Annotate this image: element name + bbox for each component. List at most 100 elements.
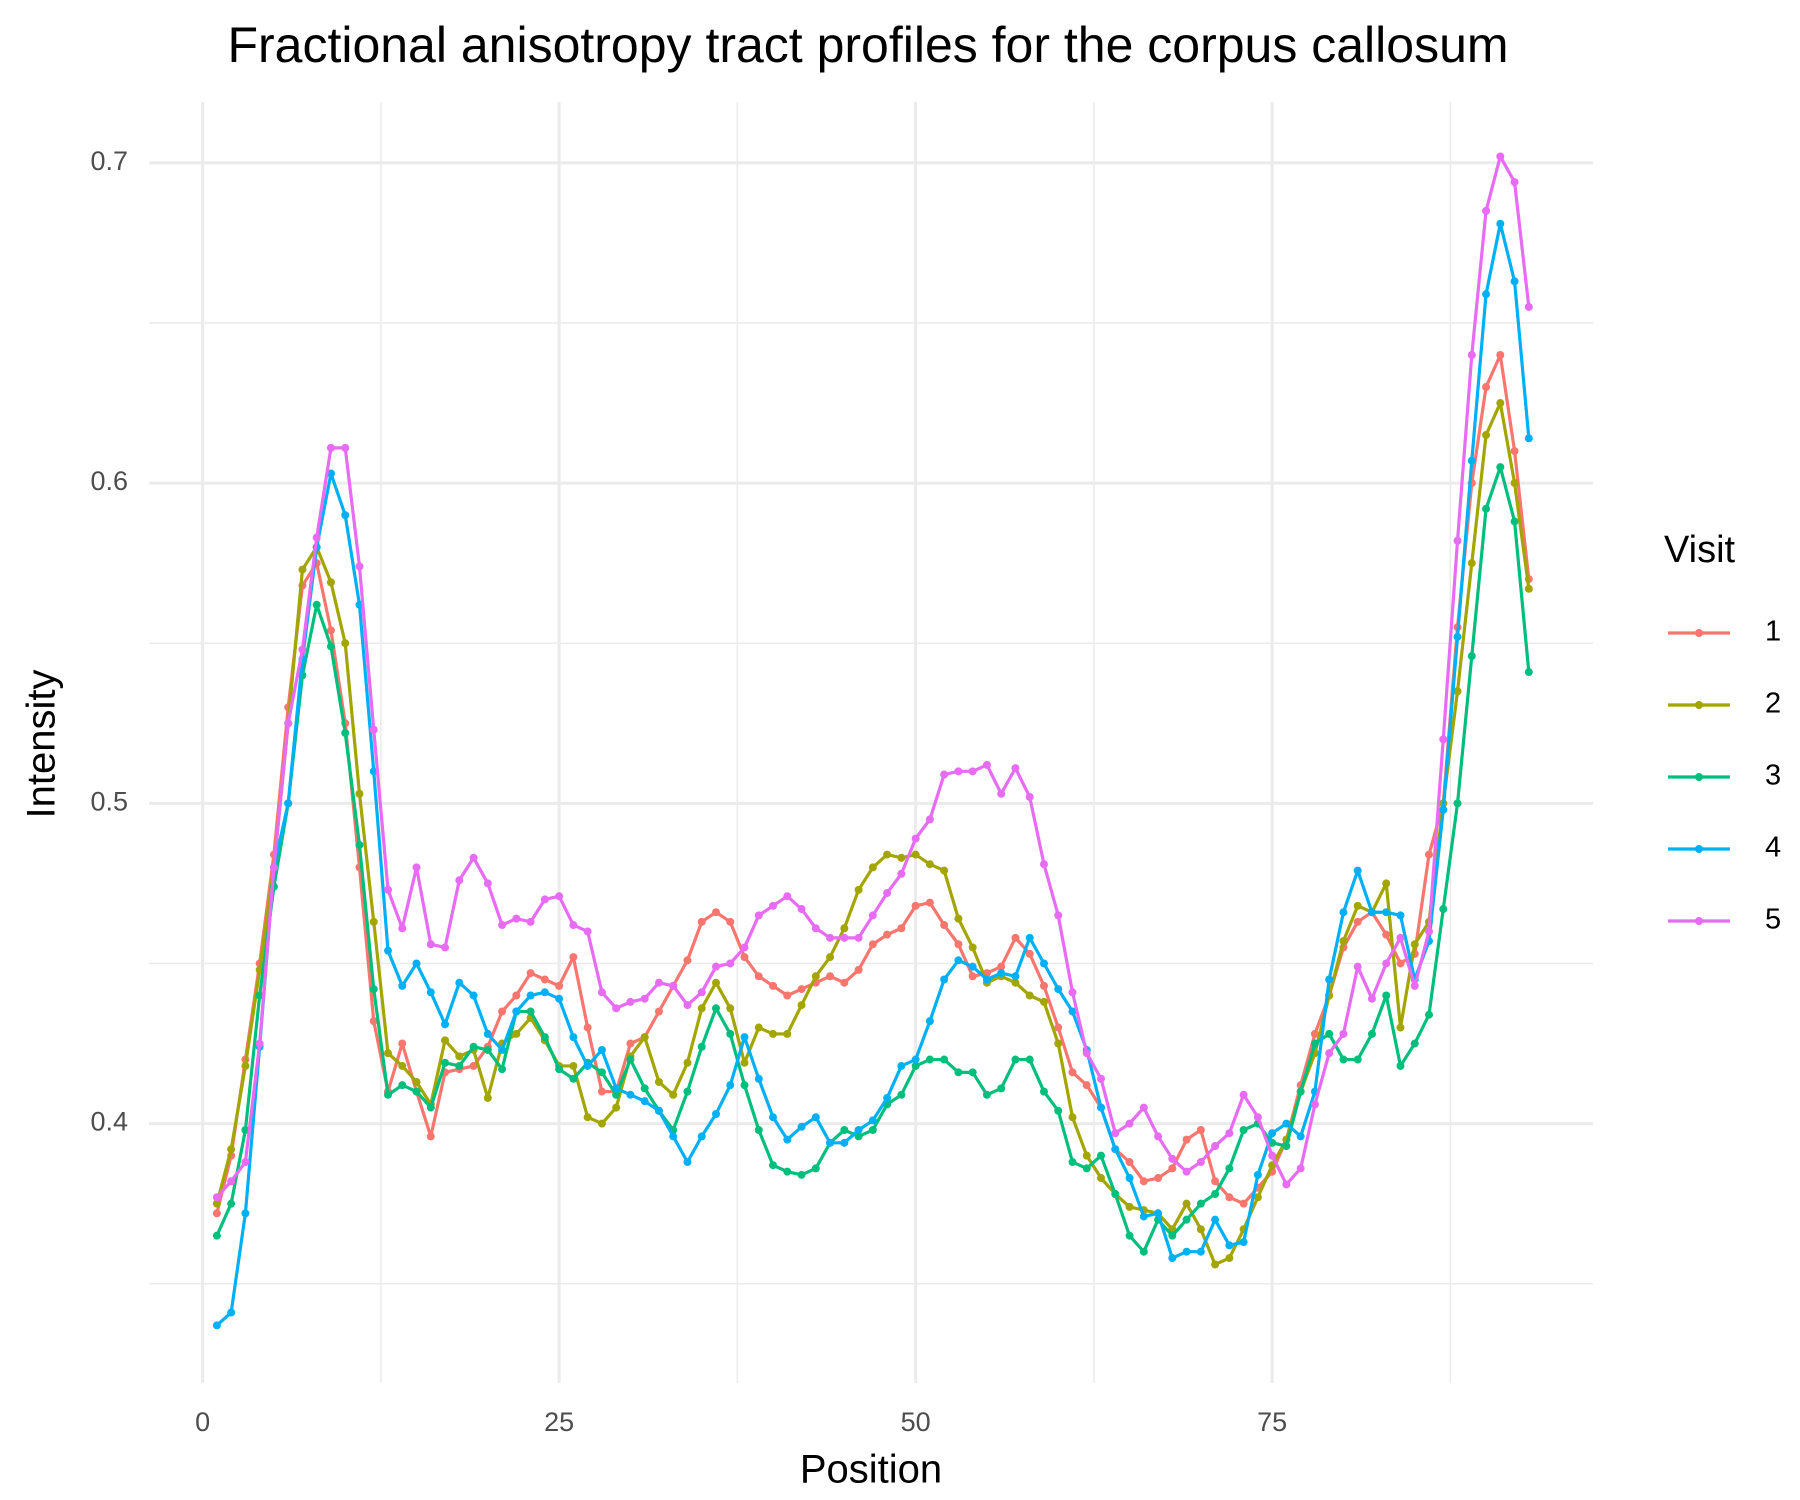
data-point	[1496, 463, 1505, 472]
data-point	[925, 860, 934, 869]
data-point	[811, 1113, 820, 1122]
data-point	[754, 1126, 763, 1135]
data-point	[954, 767, 963, 776]
data-point	[1524, 584, 1533, 593]
data-point	[1382, 991, 1391, 1000]
data-point	[1139, 1212, 1148, 1221]
data-point	[911, 1055, 920, 1064]
data-point	[1196, 1225, 1205, 1234]
data-point	[341, 639, 350, 648]
data-point	[1496, 399, 1505, 408]
data-point	[968, 962, 977, 971]
data-point	[925, 1055, 934, 1064]
data-point	[826, 953, 835, 962]
data-point	[711, 1004, 720, 1013]
data-point	[854, 1126, 863, 1135]
data-point	[1253, 1170, 1262, 1179]
data-point	[1524, 434, 1533, 443]
data-point	[783, 1167, 792, 1176]
data-point	[1310, 1039, 1319, 1048]
data-point	[654, 1106, 663, 1115]
data-point	[1111, 1129, 1120, 1138]
data-point	[498, 921, 507, 930]
data-point	[783, 991, 792, 1000]
data-point	[1082, 1081, 1091, 1090]
data-point	[426, 1103, 435, 1112]
data-point	[811, 1164, 820, 1173]
data-point	[997, 969, 1006, 978]
data-point	[740, 943, 749, 952]
data-point	[683, 1158, 692, 1167]
data-point	[683, 1087, 692, 1096]
data-point	[711, 1109, 720, 1118]
data-point	[954, 914, 963, 923]
data-point	[540, 1033, 549, 1042]
data-point	[1367, 1029, 1376, 1038]
data-point	[940, 770, 949, 779]
data-point	[740, 953, 749, 962]
data-point	[883, 1093, 892, 1102]
data-point	[369, 985, 378, 994]
data-point	[954, 940, 963, 949]
data-point	[441, 1058, 450, 1067]
data-point	[697, 917, 706, 926]
data-point	[569, 921, 578, 930]
data-point	[612, 1090, 621, 1099]
data-point	[597, 1068, 606, 1077]
data-point	[797, 1170, 806, 1179]
data-point	[1268, 1129, 1277, 1138]
data-point	[1396, 911, 1405, 920]
data-point	[1154, 1174, 1163, 1183]
data-point	[683, 956, 692, 965]
data-point	[284, 719, 293, 728]
data-point	[612, 1103, 621, 1112]
data-point	[412, 1087, 421, 1096]
data-point	[1125, 1202, 1134, 1211]
data-point	[1082, 1049, 1091, 1058]
data-point	[441, 943, 450, 952]
data-point	[1239, 1199, 1248, 1208]
data-point	[1054, 1106, 1063, 1115]
data-point	[683, 1001, 692, 1010]
grid	[149, 102, 1593, 1383]
legend-label: 5	[1765, 904, 1781, 936]
data-point	[384, 885, 393, 894]
data-point	[1382, 908, 1391, 917]
data-point	[569, 953, 578, 962]
data-point	[312, 600, 321, 609]
data-point	[911, 850, 920, 859]
data-point	[469, 853, 478, 862]
series-line	[215, 222, 1531, 1327]
data-point	[740, 1033, 749, 1042]
data-point	[1310, 1029, 1319, 1038]
data-point	[1011, 933, 1020, 942]
data-point	[669, 1090, 678, 1099]
data-point	[654, 1007, 663, 1016]
data-point	[540, 975, 549, 984]
data-point	[1282, 1180, 1291, 1189]
data-point	[398, 981, 407, 990]
data-point	[412, 959, 421, 968]
data-point	[1396, 959, 1405, 968]
legend-label: 2	[1765, 688, 1781, 720]
y-tick-label: 0.6	[90, 466, 128, 496]
data-point	[583, 1113, 592, 1122]
data-point	[854, 933, 863, 942]
data-point	[726, 1004, 735, 1013]
data-point	[1154, 1132, 1163, 1141]
data-point	[826, 972, 835, 981]
data-point	[1154, 1209, 1163, 1218]
data-point	[1282, 1119, 1291, 1128]
data-point	[1467, 559, 1476, 568]
data-point	[398, 1061, 407, 1070]
data-point	[498, 1045, 507, 1054]
x-axis-label: Position	[800, 1448, 942, 1492]
data-point	[1396, 1061, 1405, 1070]
data-point	[1225, 1254, 1234, 1263]
data-point	[982, 975, 991, 984]
data-point	[227, 1199, 236, 1208]
data-point	[1425, 927, 1434, 936]
data-point	[1068, 1068, 1077, 1077]
data-point	[797, 1122, 806, 1131]
data-point	[1039, 860, 1048, 869]
